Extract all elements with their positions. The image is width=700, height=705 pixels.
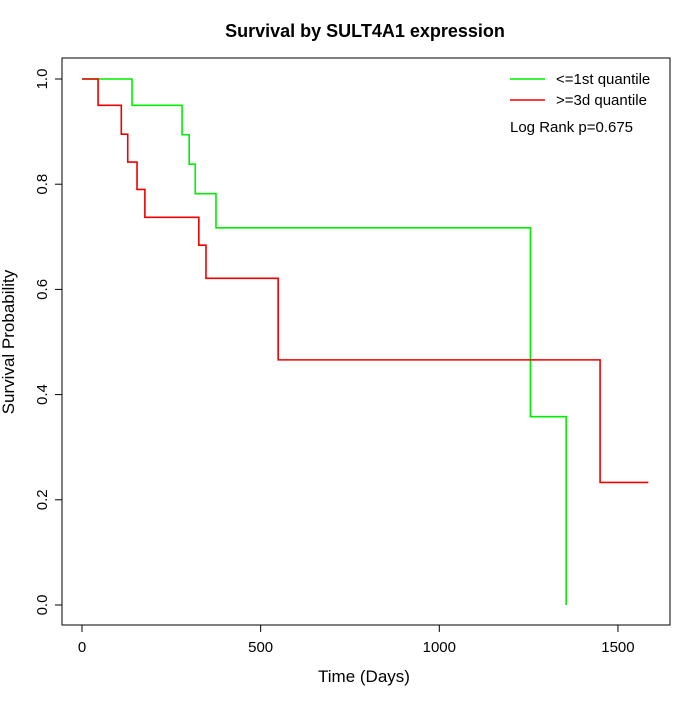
survival-curve-0	[82, 78, 567, 605]
y-tick-label: 0.4	[34, 384, 51, 405]
y-tick-label: 1.0	[34, 69, 51, 90]
log-rank-annotation: Log Rank p=0.675	[510, 119, 633, 136]
x-tick-label: 1500	[601, 639, 634, 656]
chart-title: Survival by SULT4A1 expression	[225, 21, 505, 41]
legend-label: >=3d quantile	[556, 92, 647, 109]
y-tick-label: 0.6	[34, 279, 51, 300]
y-axis-label: Survival Probability	[0, 269, 18, 414]
y-tick-label: 0.0	[34, 595, 51, 616]
survival-curve-1	[82, 78, 649, 484]
plot-frame	[61, 57, 671, 626]
x-tick-label: 1000	[423, 639, 456, 656]
x-tick-label: 500	[248, 639, 273, 656]
legend-label: <=1st quantile	[556, 71, 650, 88]
y-tick-label: 0.2	[34, 489, 51, 510]
x-tick-label: 0	[78, 639, 86, 656]
x-axis-label: Time (Days)	[318, 667, 410, 686]
y-tick-label: 0.8	[34, 174, 51, 195]
